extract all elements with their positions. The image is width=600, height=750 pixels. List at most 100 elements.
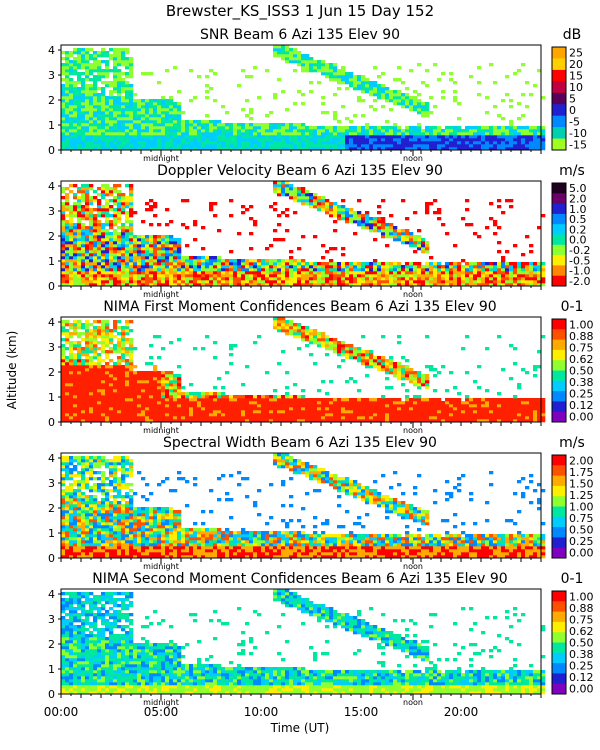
heatmap-cell	[189, 274, 194, 278]
heatmap-cell	[165, 259, 170, 263]
heatmap-cell	[161, 374, 166, 378]
heatmap-cell	[325, 138, 330, 142]
heatmap-cell	[101, 350, 106, 354]
heatmap-cell	[97, 413, 102, 417]
heatmap-cell	[89, 362, 94, 366]
heatmap-cell	[233, 277, 238, 281]
heatmap-cell	[385, 135, 390, 139]
heatmap-cell	[77, 123, 82, 127]
heatmap-cell	[213, 416, 218, 420]
heatmap-cell	[413, 96, 418, 100]
heatmap-cell	[405, 105, 410, 109]
heatmap-cell	[485, 96, 490, 100]
heatmap-cell	[413, 138, 418, 142]
heatmap-cell	[101, 380, 106, 384]
heatmap-cell	[453, 90, 458, 94]
colorbar: 5.02.01.00.50.20.0-0.2-0.5-1.0-2.0	[551, 182, 590, 288]
heatmap-cell	[85, 135, 90, 139]
heatmap-cell	[105, 84, 110, 88]
heatmap-cell	[153, 202, 158, 206]
heatmap-cell	[277, 362, 282, 366]
heatmap-cell	[285, 326, 290, 330]
heatmap-cell	[85, 389, 90, 393]
heatmap-cell	[101, 187, 106, 191]
heatmap-cell	[145, 398, 150, 402]
heatmap-cell	[493, 268, 498, 272]
heatmap-cell	[129, 96, 134, 100]
heatmap-cell	[333, 208, 338, 212]
heatmap-cell	[157, 223, 162, 227]
heatmap-cell	[65, 63, 70, 67]
heatmap-cell	[309, 126, 314, 130]
heatmap-cell	[261, 129, 266, 133]
heatmap-cell	[69, 350, 74, 354]
heatmap-cell	[321, 147, 326, 151]
heatmap-cell	[121, 271, 126, 275]
heatmap-cell	[333, 141, 338, 145]
heatmap-cell	[193, 283, 198, 287]
heatmap-cell	[93, 389, 98, 393]
heatmap-cell	[217, 416, 222, 420]
heatmap-cell	[173, 120, 178, 124]
heatmap-cell	[109, 105, 114, 109]
heatmap-cell	[289, 144, 294, 148]
heatmap-cell	[157, 283, 162, 287]
heatmap-cell	[417, 93, 422, 97]
heatmap-cell	[197, 132, 202, 136]
heatmap-cell	[153, 404, 158, 408]
heatmap-cell	[417, 271, 422, 275]
heatmap-cell	[217, 138, 222, 142]
heatmap-cell	[277, 268, 282, 272]
heatmap-cell	[397, 265, 402, 269]
heatmap-cell	[149, 356, 154, 360]
heatmap-cell	[109, 220, 114, 224]
heatmap-cell	[117, 392, 122, 396]
heatmap-cell	[169, 380, 174, 384]
heatmap-cell	[301, 123, 306, 127]
heatmap-cell	[329, 208, 334, 212]
heatmap-cell	[229, 129, 234, 133]
heatmap-cell	[81, 271, 86, 275]
heatmap-cell	[289, 256, 294, 260]
heatmap-cell	[133, 102, 138, 106]
heatmap-cell	[153, 398, 158, 402]
heatmap-cell	[149, 383, 154, 387]
heatmap-cell	[121, 126, 126, 130]
heatmap-cell	[277, 123, 282, 127]
heatmap-cell	[393, 147, 398, 151]
heatmap-cell	[157, 138, 162, 142]
heatmap-cell	[297, 247, 302, 251]
heatmap-cell	[185, 398, 190, 402]
heatmap-cell	[125, 253, 130, 257]
heatmap-cell	[289, 419, 294, 423]
heatmap-cell	[69, 413, 74, 417]
heatmap-cell	[61, 419, 66, 423]
heatmap-cell	[69, 108, 74, 112]
heatmap-cell	[289, 184, 294, 188]
heatmap-cell	[69, 69, 74, 73]
heatmap-cell	[229, 250, 234, 254]
heatmap-cell	[109, 277, 114, 281]
heatmap-cell	[269, 413, 274, 417]
heatmap-cell	[97, 365, 102, 369]
heatmap-cell	[109, 205, 114, 209]
heatmap-cell	[129, 350, 134, 354]
heatmap-cell	[225, 141, 230, 145]
heatmap-cell	[445, 126, 450, 130]
heatmap-cell	[153, 265, 158, 269]
heatmap-cell	[113, 211, 118, 215]
y-tick-label: 2	[48, 94, 55, 107]
heatmap-cell	[109, 407, 114, 411]
heatmap-cell	[445, 274, 450, 278]
heatmap-cell	[437, 144, 442, 148]
heatmap-cell	[81, 365, 86, 369]
heatmap-cell	[173, 283, 178, 287]
heatmap-cell	[477, 93, 482, 97]
heatmap-cell	[105, 419, 110, 423]
heatmap-cell	[117, 413, 122, 417]
heatmap-cell	[137, 123, 142, 127]
heatmap-cell	[105, 141, 110, 145]
heatmap-cell	[521, 253, 526, 257]
heatmap-cell	[81, 105, 86, 109]
heatmap-cell	[465, 135, 470, 139]
